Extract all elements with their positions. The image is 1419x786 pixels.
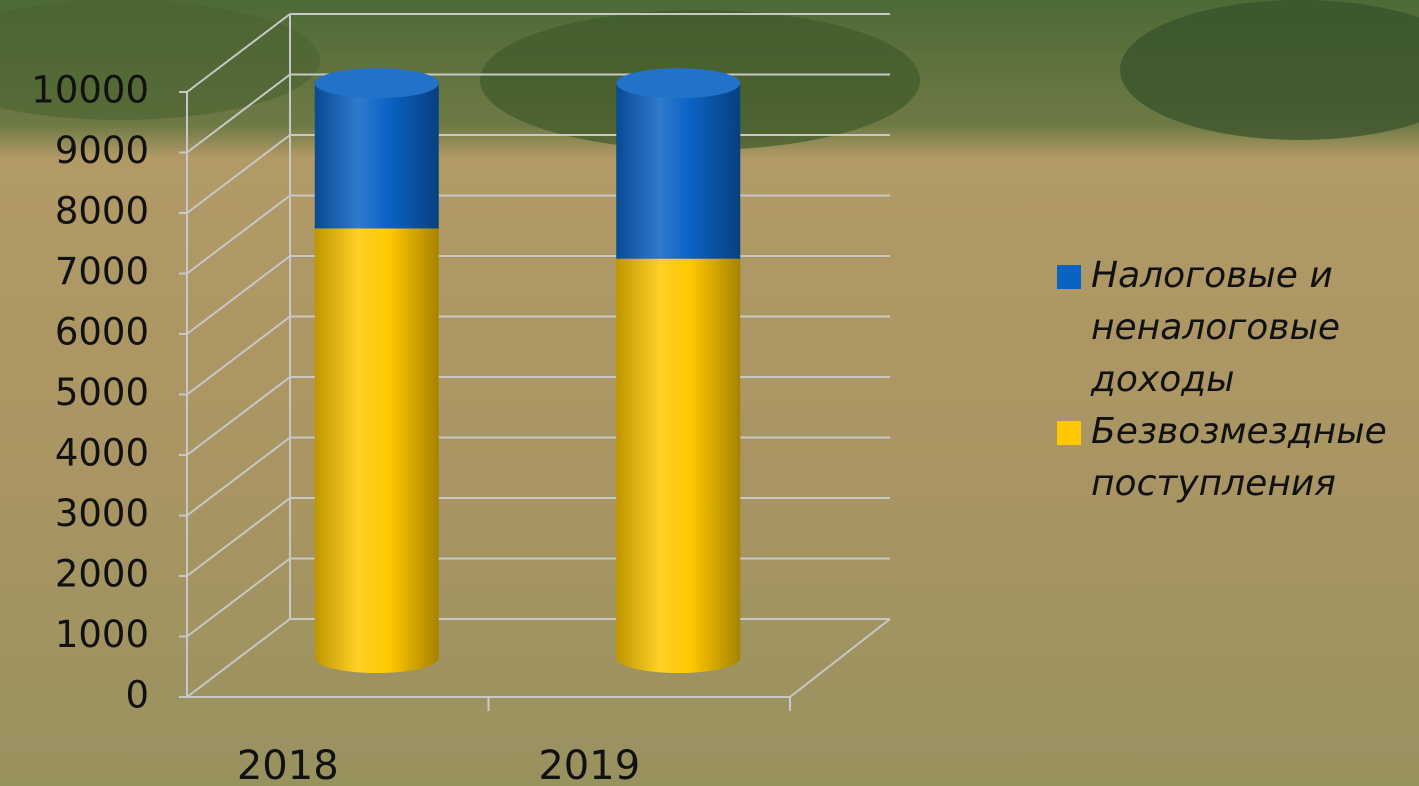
grid-line (186, 255, 291, 335)
y-tick-label: 6000 (55, 311, 149, 354)
y-tick-label: 7000 (55, 250, 149, 293)
y-tick-label: 3000 (55, 492, 149, 535)
legend-swatch (1057, 421, 1081, 445)
grid-line (186, 618, 291, 698)
trees (0, 0, 320, 120)
grid-line (186, 73, 291, 154)
floor-edge (789, 618, 891, 698)
legend-item: Безвозмездные поступления (1055, 406, 1395, 510)
trees (1120, 0, 1419, 140)
grid-line (186, 436, 291, 517)
cylinder-top (314, 68, 439, 99)
bar-segment (616, 258, 741, 658)
bar-segment (314, 83, 439, 229)
y-tick-label: 8000 (55, 190, 149, 233)
legend-label: Налоговые и неналоговые доходы (1091, 255, 1341, 400)
y-tick-label: 0 (125, 674, 149, 717)
grid-line (186, 315, 291, 396)
bar-segment (616, 83, 741, 259)
grid-line (186, 13, 291, 93)
grid-line (186, 557, 291, 638)
y-tick-label: 10000 (31, 69, 149, 112)
legend-item: Налоговые и неналоговые доходы (1055, 250, 1395, 406)
grid-line (186, 497, 291, 577)
cylinder-top (616, 68, 741, 99)
legend: Налоговые и неналоговые доходы Безвозмезд… (1055, 250, 1395, 510)
y-tick-label: 5000 (55, 371, 149, 414)
x-tick-label: 2018 (237, 743, 339, 786)
y-tick-label: 1000 (55, 613, 149, 656)
grid-line (186, 376, 291, 456)
x-tick-label: 2019 (538, 743, 640, 786)
y-tick-label: 2000 (55, 553, 149, 596)
grid-line (186, 134, 291, 214)
legend-label: Безвозмездные поступления (1091, 411, 1387, 504)
bar-segment (314, 228, 439, 658)
legend-swatch (1057, 265, 1081, 289)
y-tick-label: 9000 (55, 129, 149, 172)
grid-line (186, 194, 291, 275)
y-tick-label: 4000 (55, 432, 149, 475)
